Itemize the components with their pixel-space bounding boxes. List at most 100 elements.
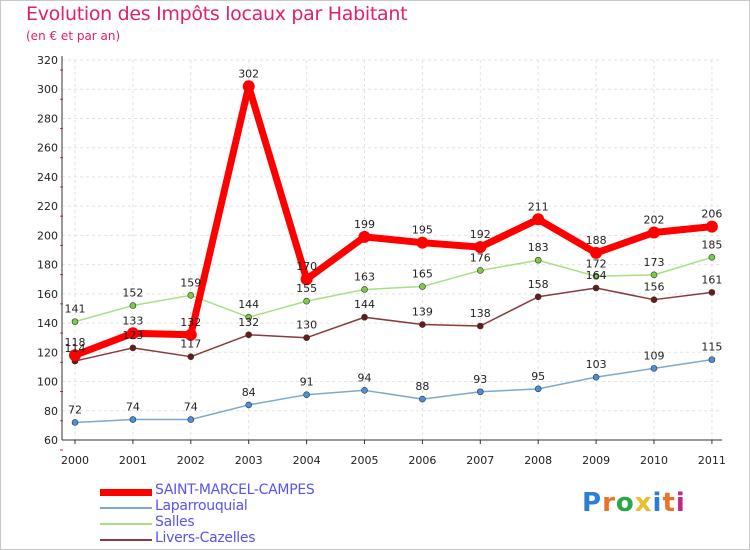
data-label: 188 [586, 234, 607, 247]
logo-letter: o [615, 488, 635, 518]
data-label: 202 [644, 213, 665, 226]
data-point [650, 296, 658, 303]
x-tick-label: 2010 [640, 454, 668, 467]
series-line-saint-marcel-campes [73, 82, 713, 359]
x-tick-label: 2000 [61, 454, 89, 467]
data-point [129, 302, 137, 309]
legend-label: Laparrouquial [155, 498, 248, 514]
data-label: 114 [65, 342, 86, 355]
data-label: 132 [238, 316, 259, 329]
y-tick-label: 180 [37, 259, 58, 272]
data-point [648, 226, 660, 239]
x-tick-label: 2007 [466, 454, 494, 467]
data-point [242, 80, 255, 93]
data-point [708, 356, 716, 363]
legend-swatch [100, 539, 152, 541]
data-point [592, 284, 600, 292]
data-label: 133 [122, 314, 143, 327]
data-point [590, 246, 603, 259]
data-point [361, 387, 368, 394]
chart-title: Evolution des Impôts locaux par Habitant [26, 3, 408, 25]
data-label: 155 [296, 282, 317, 295]
y-tick-label: 200 [37, 229, 58, 242]
data-label: 170 [296, 260, 317, 273]
data-point [300, 273, 313, 286]
x-tick-label: 2004 [293, 454, 321, 467]
data-label: 74 [126, 401, 140, 414]
data-label: 117 [180, 338, 201, 351]
data-point [126, 327, 139, 340]
legend-label: SAINT-MARCEL-CAMPES [155, 482, 315, 498]
data-label: 103 [586, 358, 607, 371]
data-point [592, 373, 600, 381]
data-label: 164 [586, 269, 607, 282]
data-label: 109 [644, 349, 665, 362]
data-label: 163 [354, 270, 375, 283]
y-tick-label: 300 [37, 83, 58, 96]
data-label: 93 [473, 373, 487, 386]
data-label: 84 [242, 386, 256, 399]
logo-letter: i [652, 488, 663, 518]
data-point [419, 321, 426, 328]
proxiti-logo: Proxiti [582, 488, 686, 518]
data-label: 130 [296, 319, 317, 332]
data-point [184, 328, 197, 341]
series-line-salles [74, 256, 713, 323]
y-tick-label: 80 [44, 405, 58, 418]
legend-swatch [100, 523, 152, 525]
data-point [474, 241, 487, 254]
logo-letter: r [602, 488, 616, 518]
data-label: 91 [300, 376, 314, 389]
data-point [419, 283, 426, 290]
y-tick-label: 120 [37, 346, 58, 359]
data-point [534, 256, 542, 264]
data-label: 185 [701, 238, 722, 251]
data-point [708, 254, 716, 261]
data-point [361, 313, 368, 321]
x-tick-label: 2002 [177, 454, 205, 467]
x-tick-label: 2005 [351, 454, 379, 467]
data-label: 211 [528, 200, 549, 213]
y-tick-label: 280 [37, 112, 58, 125]
data-label: 144 [238, 298, 259, 311]
data-point [303, 334, 310, 341]
y-tick-label: 220 [37, 200, 58, 213]
data-label: 138 [470, 307, 491, 320]
legend-swatch [100, 507, 152, 509]
data-point [129, 416, 137, 423]
series-line-laparrouquial [74, 358, 713, 424]
logo-letter: x [634, 488, 653, 518]
data-label: 139 [412, 306, 433, 319]
logo-letter: t [662, 488, 676, 518]
x-tick-label: 2001 [119, 454, 147, 467]
data-point [71, 318, 79, 325]
logo-letter: P [582, 488, 603, 518]
data-point [476, 388, 484, 396]
data-label: 159 [180, 276, 201, 289]
data-label: 206 [701, 208, 722, 221]
y-tick-label: 140 [37, 317, 58, 330]
grid-lines [62, 59, 722, 441]
data-label: 172 [586, 257, 607, 270]
series-lines [69, 80, 718, 426]
data-point [245, 313, 252, 321]
data-point [708, 289, 716, 296]
x-tick-label: 2008 [524, 454, 552, 467]
data-label: 118 [65, 336, 86, 349]
y-tick-label: 260 [37, 142, 58, 155]
data-label: 141 [65, 303, 86, 316]
x-tick-label: 2003 [235, 454, 263, 467]
data-point [129, 344, 137, 352]
data-label: 173 [644, 256, 665, 269]
data-label: 176 [470, 251, 491, 264]
data-point [592, 273, 600, 280]
data-point [705, 220, 718, 233]
y-tick-label: 160 [37, 288, 58, 301]
data-point [303, 297, 310, 305]
data-point [534, 385, 542, 393]
legend-label: Livers-Cazelles [155, 530, 256, 546]
data-point [358, 230, 371, 243]
data-point [476, 267, 484, 274]
data-label: 144 [354, 298, 375, 311]
data-label: 132 [180, 316, 201, 329]
